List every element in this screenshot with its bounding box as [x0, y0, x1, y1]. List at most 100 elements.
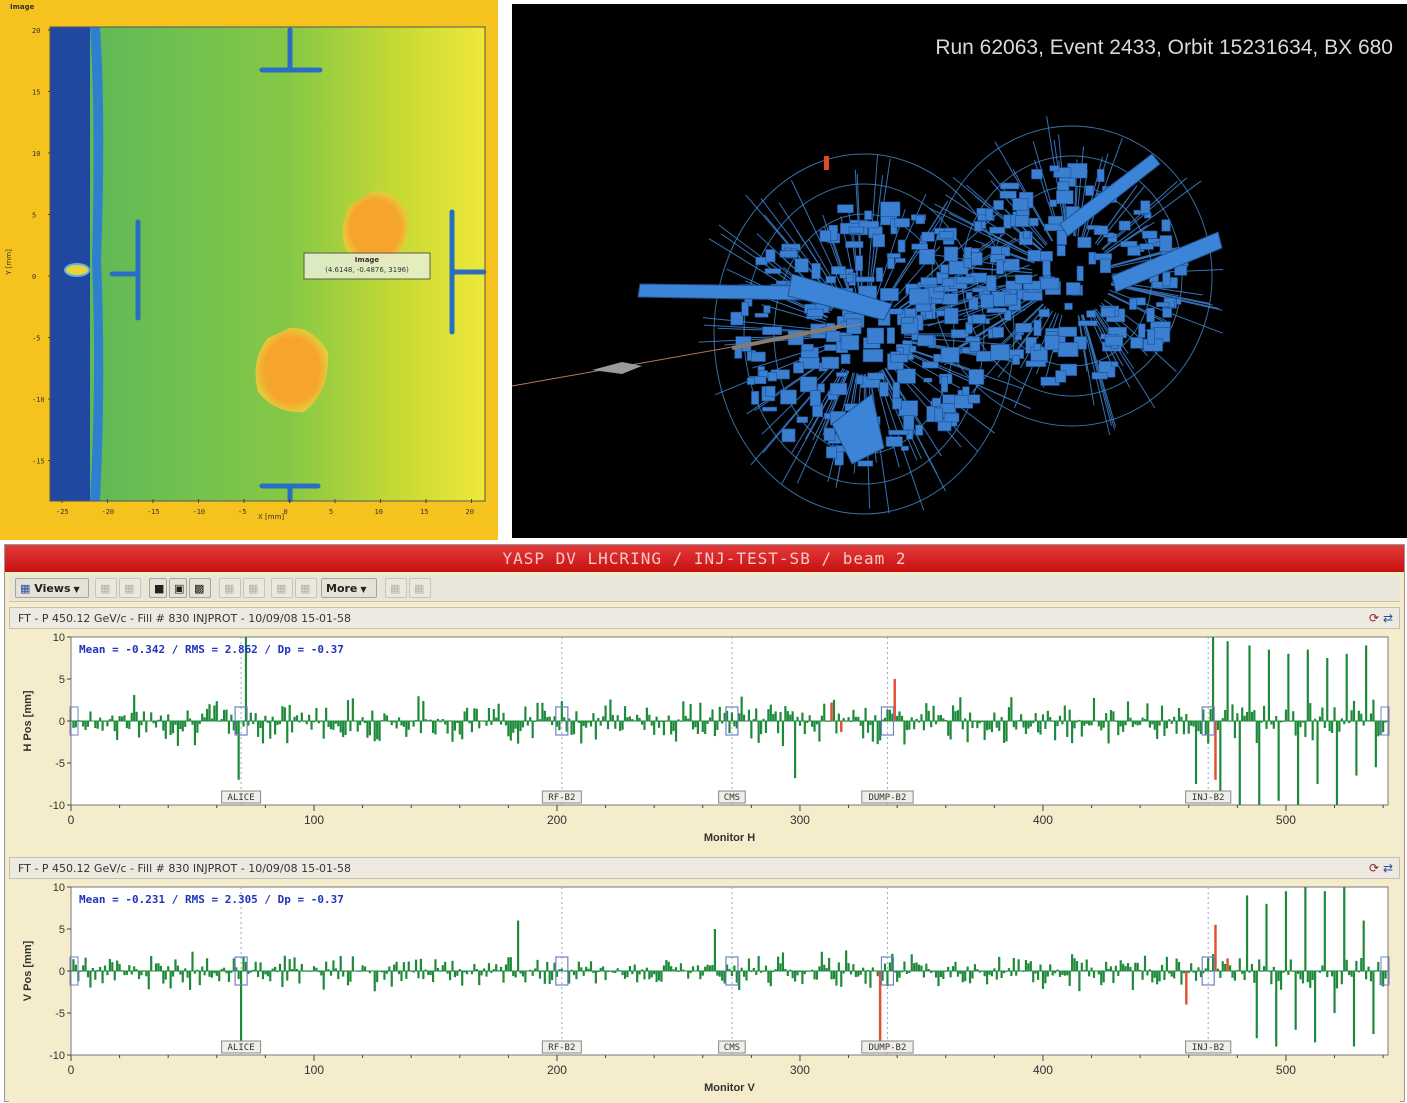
- event-title: Run 62063, Event 2433, Orbit 15231634, B…: [935, 36, 1393, 60]
- monitor-bar: [201, 967, 203, 971]
- monitor-bar: [772, 971, 774, 972]
- disabled-tool-button-6[interactable]: ▦: [295, 578, 317, 598]
- monitor-bar: [1355, 721, 1357, 776]
- disabled-tool-button-8[interactable]: ▦: [409, 578, 431, 598]
- monitor-bar: [675, 721, 677, 742]
- calorimeter-tower: [856, 375, 863, 384]
- monitor-bar: [1095, 721, 1097, 722]
- refresh-icon[interactable]: ⟳: [1369, 611, 1379, 625]
- layout-triple-button[interactable]: ▩: [189, 578, 211, 598]
- monitor-bar: [889, 710, 891, 721]
- disabled-tool-button-4[interactable]: ▦: [243, 578, 265, 598]
- monitor-bar: [583, 971, 585, 976]
- monitor-bar: [386, 971, 388, 974]
- monitor-bar: [442, 719, 444, 721]
- monitor-bar: [250, 713, 252, 721]
- views-button[interactable]: ▦ Views▼: [15, 578, 89, 598]
- monitor-bar: [847, 963, 849, 971]
- layout-double-button[interactable]: ▣: [169, 578, 187, 598]
- calorimeter-tower: [1105, 336, 1123, 346]
- monitor-bar: [82, 721, 84, 727]
- monitor-bar: [211, 971, 213, 978]
- monitor-bar: [1069, 971, 1071, 986]
- monitor-bar: [609, 971, 611, 972]
- monitor-bar: [138, 971, 140, 979]
- monitor-bar: [1020, 970, 1022, 971]
- monitor-bar: [1061, 721, 1063, 724]
- monitor-bar: [1329, 721, 1331, 731]
- monitor-bar: [349, 971, 351, 982]
- disabled-tool-button-7[interactable]: ▦: [385, 578, 407, 598]
- monitor-bar: [916, 962, 918, 971]
- monitor-bar: [1346, 960, 1348, 971]
- monitor-bar: [733, 721, 735, 726]
- monitor-bar: [165, 971, 167, 980]
- disabled-tool-button-2[interactable]: ▦: [119, 578, 141, 598]
- calorimeter-tower: [824, 428, 835, 441]
- monitor-bar: [580, 721, 582, 743]
- monitor-bar: [444, 962, 446, 971]
- monitor-bar: [692, 966, 694, 971]
- monitor-bar: [184, 721, 186, 727]
- monitor-bar: [532, 971, 534, 976]
- disabled-tool-button-5[interactable]: ▦: [271, 578, 293, 598]
- monitor-bar: [116, 960, 118, 971]
- monitor-bar: [398, 971, 400, 974]
- more-button[interactable]: More▼: [321, 578, 377, 598]
- monitor-bar: [495, 718, 497, 721]
- calorimeter-tower: [836, 373, 847, 377]
- monitor-bar: [420, 721, 422, 733]
- window-titlebar[interactable]: YASP DV LHCRING / INJ-TEST-SB / beam 2: [5, 545, 1404, 572]
- calorimeter-tower: [918, 335, 934, 346]
- sync-icon[interactable]: ⇄: [1383, 611, 1393, 625]
- monitor-bar: [1166, 957, 1168, 971]
- monitor-bar: [558, 969, 560, 971]
- monitor-bar: [1025, 960, 1027, 971]
- monitor-bar: [1015, 971, 1017, 976]
- monitor-bar: [835, 971, 837, 986]
- monitor-bar: [1353, 971, 1355, 1047]
- disabled-tool-button-1[interactable]: ▦: [95, 578, 117, 598]
- monitor-bar: [1246, 712, 1248, 721]
- monitor-bar: [267, 721, 269, 723]
- monitor-bar: [490, 721, 492, 725]
- monitor-bar: [510, 957, 512, 971]
- xtick-label: 400: [1033, 813, 1053, 827]
- monitor-bar: [1056, 721, 1058, 726]
- monitor-bar: [267, 971, 269, 976]
- disabled-tool-button-3[interactable]: ▦: [219, 578, 241, 598]
- monitor-bar: [1295, 971, 1297, 1030]
- layout-single-button[interactable]: ■: [149, 578, 167, 598]
- monitor-bar: [174, 721, 176, 725]
- ytick-label: -10: [49, 800, 65, 812]
- calorimeter-tower: [751, 391, 758, 404]
- monitor-bar: [1297, 971, 1299, 974]
- calorimeter-tower: [1078, 321, 1097, 326]
- monitor-bar: [699, 971, 701, 979]
- monitor-bar: [262, 721, 264, 743]
- monitor-bar: [1064, 705, 1066, 721]
- monitor-bar: [1073, 958, 1075, 971]
- monitor-bar: [1188, 721, 1190, 734]
- calorimeter-tower: [1023, 292, 1042, 300]
- refresh-icon[interactable]: ⟳: [1369, 861, 1379, 875]
- monitor-bar: [1176, 959, 1178, 971]
- monitor-bar: [84, 958, 86, 971]
- monitor-bar: [1197, 967, 1199, 971]
- monitor-bar: [1205, 968, 1207, 971]
- monitor-bar: [1151, 721, 1153, 724]
- monitor-bar: [1117, 721, 1119, 735]
- monitor-bar: [1183, 721, 1185, 734]
- monitor-bar: [274, 721, 276, 735]
- monitor-bar: [259, 962, 261, 971]
- event-display-canvas[interactable]: [512, 4, 1407, 538]
- calorimeter-tower: [1065, 303, 1073, 309]
- calorimeter-tower: [1045, 335, 1059, 350]
- cursor-readout-value: (4.6148, -0.4876, 3196): [304, 266, 430, 274]
- monitor-bar: [72, 959, 74, 971]
- sync-icon[interactable]: ⇄: [1383, 861, 1393, 875]
- monitor-bar: [99, 718, 101, 721]
- monitor-bar: [967, 721, 969, 742]
